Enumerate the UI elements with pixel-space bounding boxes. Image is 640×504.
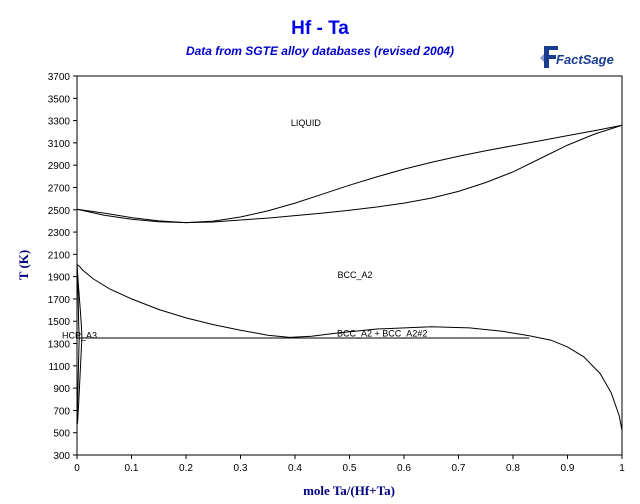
y-tick-label: 700	[53, 406, 70, 417]
y-tick-label: 2700	[48, 183, 71, 194]
y-tick-label: 3500	[48, 94, 71, 105]
phase-boundaries	[76, 124, 623, 431]
chart-subtitle: Data from SGTE alloy databases (revised …	[185, 44, 455, 58]
y-tick-label: 500	[53, 429, 70, 440]
y-tick-label: 2300	[48, 228, 71, 239]
y-tick-label: 1100	[48, 362, 70, 373]
series-liquidus	[76, 124, 623, 224]
y-axis-label: T (K)	[16, 250, 31, 280]
logo-f-glyph	[544, 46, 558, 68]
x-tick-label: 0.3	[234, 463, 248, 474]
y-tick-label: 2100	[48, 250, 71, 261]
x-tick-label: 1	[619, 463, 625, 474]
y-tick-label: 1900	[48, 273, 71, 284]
chart-title: Hf - Ta	[291, 18, 349, 39]
phase-region-labels: LIQUID BCC_A2 BCC_A2 + BCC_A2#2 HCP_A3	[62, 118, 427, 340]
x-tick-label: 0	[74, 463, 80, 474]
logo-text: FactSage	[556, 52, 614, 67]
x-tick-label: 0.8	[506, 463, 520, 474]
y-tick-label: 3700	[48, 72, 71, 83]
x-tick-label: 0.4	[288, 463, 302, 474]
plot-frame	[76, 75, 623, 456]
y-tick-label: 2900	[48, 161, 71, 172]
annotation-liquid: LIQUID	[291, 118, 322, 128]
y-tick-label: 3100	[48, 139, 71, 150]
annotation-bcc-a2: BCC_A2	[337, 270, 372, 280]
y-tick-label: 2500	[48, 206, 71, 217]
x-tick-label: 0.5	[343, 463, 357, 474]
x-tick-label: 0.1	[125, 463, 139, 474]
x-axis-ticks: 0 0.1 0.2 0.3 0.4 0.5 0.6 0.7 0.8 0.9 1	[74, 455, 625, 474]
factsage-logo: FactSage	[540, 46, 614, 68]
y-tick-label: 1700	[48, 295, 71, 306]
series-solidus	[76, 124, 623, 224]
y-tick-label: 900	[53, 384, 70, 395]
y-tick-label: 3300	[48, 117, 71, 128]
y-tick-label: 1500	[48, 317, 71, 328]
x-tick-label: 0.9	[561, 463, 575, 474]
logo-arrow-mark	[540, 52, 546, 64]
x-tick-label: 0.6	[397, 463, 411, 474]
y-tick-label: 300	[53, 451, 70, 462]
y-axis-ticks: 300 500 700 900 1100 1300 1500 1700 1900 2100 2300…	[48, 72, 77, 462]
x-tick-label: 0.2	[179, 463, 193, 474]
annotation-hcp-a3: HCP_A3	[62, 330, 97, 340]
x-tick-label: 0.7	[452, 463, 466, 474]
series-hcp-solvus-inner	[76, 264, 80, 424]
y-tick-label: 1300	[48, 340, 71, 351]
x-axis-label: mole Ta/(Hf+Ta)	[303, 483, 395, 498]
annotation-bcc-two-phase: BCC_A2 + BCC_A2#2	[337, 328, 427, 338]
series-bcc-miscibility	[76, 264, 623, 431]
